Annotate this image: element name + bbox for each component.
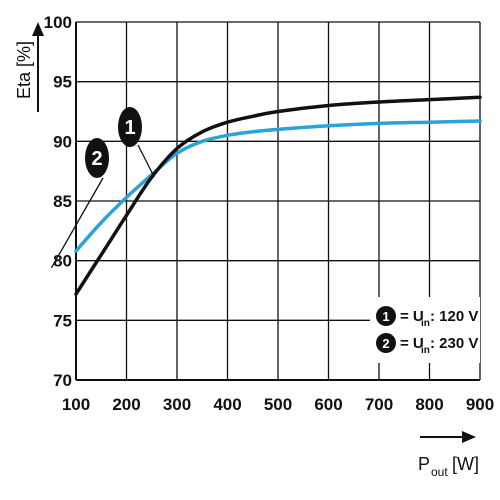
y-tick-label: 100 [44, 13, 72, 32]
legend-prefix-1: = U [400, 308, 424, 325]
chart-annotations: 12 [50, 107, 155, 269]
annotation-badge-1 [118, 107, 142, 147]
x-tick-label: 700 [365, 395, 393, 414]
legend: 1 = U in : 120 V 2 = U in : 230 V [370, 297, 480, 363]
annotation-leader-1 [137, 144, 155, 178]
annotation-label-1: 1 [124, 117, 135, 139]
x-tick-label: 600 [314, 395, 342, 414]
legend-prefix-2: = U [400, 335, 424, 352]
x-tick-label: 800 [415, 395, 443, 414]
y-tick-label: 70 [53, 371, 72, 390]
annotation-label-2: 2 [91, 148, 102, 170]
x-axis-label-sub: out [431, 465, 448, 479]
y-axis-arrow [32, 22, 44, 112]
x-tick-label: 300 [163, 395, 191, 414]
x-axis-label-unit: [W] [452, 454, 479, 474]
x-tick-label: 900 [466, 395, 494, 414]
x-tick-label: 200 [112, 395, 140, 414]
x-tick-label: 100 [62, 395, 90, 414]
legend-marker-2-label: 2 [382, 336, 389, 351]
y-tick-label: 95 [53, 73, 72, 92]
legend-item-2: 2 = U in : 230 V [376, 333, 478, 356]
legend-sub-2: in [421, 345, 430, 356]
legend-marker-1-label: 1 [382, 309, 389, 324]
legend-marker-2 [376, 333, 396, 353]
y-tick-label: 85 [53, 192, 72, 211]
annotation-badge-2 [85, 138, 109, 178]
y-axis-title: Eta [%] [14, 41, 34, 99]
y-tick-label: 75 [53, 311, 72, 330]
legend-marker-1 [376, 306, 396, 326]
chart-ticks: 100 200 300 400 500 600 700 800 9007075808590951… [44, 13, 495, 414]
legend-value-1: : 120 V [430, 308, 478, 325]
series-line-1 [74, 95, 482, 296]
annotation-leader-2 [50, 177, 104, 269]
y-axis-label: Eta [%] [14, 41, 34, 99]
x-axis-label-main: P [418, 454, 430, 474]
chart-grid [75, 21, 481, 381]
chart-series [74, 95, 482, 296]
x-axis-title: P out [W] [418, 454, 479, 479]
legend-sub-1: in [421, 318, 430, 329]
x-tick-label: 500 [264, 395, 292, 414]
x-axis-arrow [420, 431, 476, 443]
x-tick-label: 400 [213, 395, 241, 414]
y-tick-label: 90 [53, 132, 72, 151]
legend-item-1: 1 = U in : 120 V [376, 306, 478, 329]
legend-value-2: : 230 V [430, 335, 478, 352]
series-line-2 [74, 119, 482, 253]
